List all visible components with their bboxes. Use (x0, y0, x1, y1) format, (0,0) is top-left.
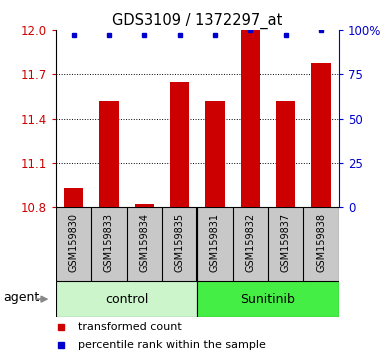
Text: percentile rank within the sample: percentile rank within the sample (79, 340, 266, 350)
Bar (99, 101, 119, 207)
Bar (170, 82, 189, 207)
Bar (197, 281, 339, 317)
Text: control: control (105, 293, 148, 306)
Text: agent: agent (3, 291, 39, 304)
Bar (134, 204, 154, 207)
Text: GSM159838: GSM159838 (316, 213, 326, 272)
Bar (205, 101, 225, 207)
Bar (311, 63, 331, 207)
Text: GSM159832: GSM159832 (245, 213, 255, 272)
Bar (241, 30, 260, 207)
Text: transformed count: transformed count (79, 322, 182, 332)
Text: GSM159831: GSM159831 (210, 213, 220, 272)
Text: GSM159830: GSM159830 (69, 213, 79, 272)
Bar (64, 188, 83, 207)
Text: Sunitinib: Sunitinib (241, 293, 296, 306)
Text: GSM159835: GSM159835 (175, 213, 185, 272)
Title: GDS3109 / 1372297_at: GDS3109 / 1372297_at (112, 12, 283, 29)
Text: GSM159833: GSM159833 (104, 213, 114, 272)
Bar (276, 101, 295, 207)
Bar (56, 281, 197, 317)
Text: GSM159837: GSM159837 (281, 213, 291, 272)
Text: GSM159834: GSM159834 (139, 213, 149, 272)
